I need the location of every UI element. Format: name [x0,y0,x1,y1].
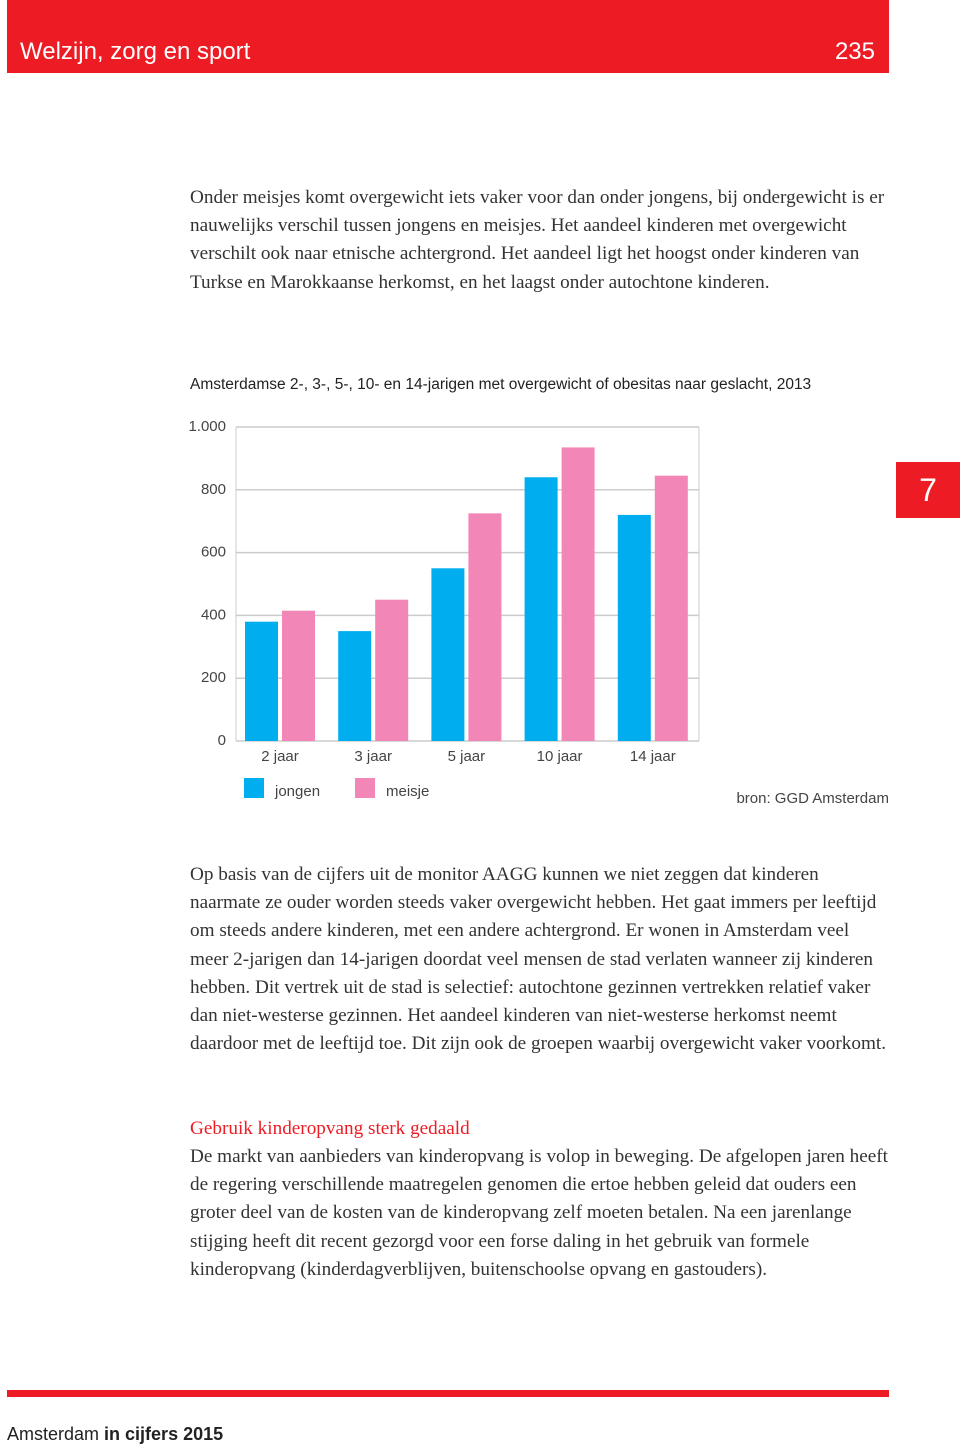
footer: Amsterdam in cijfers 2015 [7,1424,223,1445]
legend-label: meisje [386,783,429,800]
header-bar: Welzijn, zorg en sport 235 [7,0,889,73]
x-tick-label: 3 jaar [354,748,392,765]
y-tick-label: 400 [201,606,226,623]
section-heading: Gebruik kinderopvang sterk gedaald [190,1118,470,1139]
x-tick-label: 10 jaar [537,748,583,765]
bar [654,475,688,741]
footer-publication: in cijfers 2015 [104,1424,224,1444]
legend-swatch [244,778,264,798]
intro-paragraph: Onder meisjes komt overgewicht iets vake… [190,187,885,293]
footer-city: Amsterdam [7,1424,100,1444]
chart: Amsterdamse 2-, 3-, 5-, 10- en 14-jarige… [188,376,889,807]
header-section: Welzijn, zorg en sport [20,38,251,65]
x-tick-label: 14 jaar [630,748,676,765]
x-tick-label: 5 jaar [448,748,486,765]
legend-swatch [355,778,375,798]
bar [245,621,278,741]
y-tick-label: 0 [218,732,226,749]
chapter-tab: 7 [896,462,960,518]
bar [561,447,595,741]
bar [468,513,502,741]
chart-title: Amsterdamse 2-, 3-, 5-, 10- en 14-jarige… [190,376,811,393]
body-paragraph: Op basis van de cijfers uit de monitor A… [190,864,887,1055]
bar [524,477,558,741]
y-tick-label: 200 [201,669,226,686]
page-number: 235 [834,38,875,65]
y-tick-label: 800 [201,481,226,498]
bar [617,514,651,741]
bar [338,631,372,741]
bar [431,568,465,741]
legend-label: jongen [274,783,320,800]
chart-source: bron: GGD Amsterdam [736,790,889,807]
y-tick-label: 600 [201,544,226,561]
y-tick-label: 1.000 [188,418,226,435]
section-paragraph: De markt van aanbieders van kinderopvang… [190,1146,888,1280]
footer-rule [7,1390,889,1397]
bar [282,610,315,741]
bar [375,599,409,741]
x-tick-label: 2 jaar [261,748,299,765]
